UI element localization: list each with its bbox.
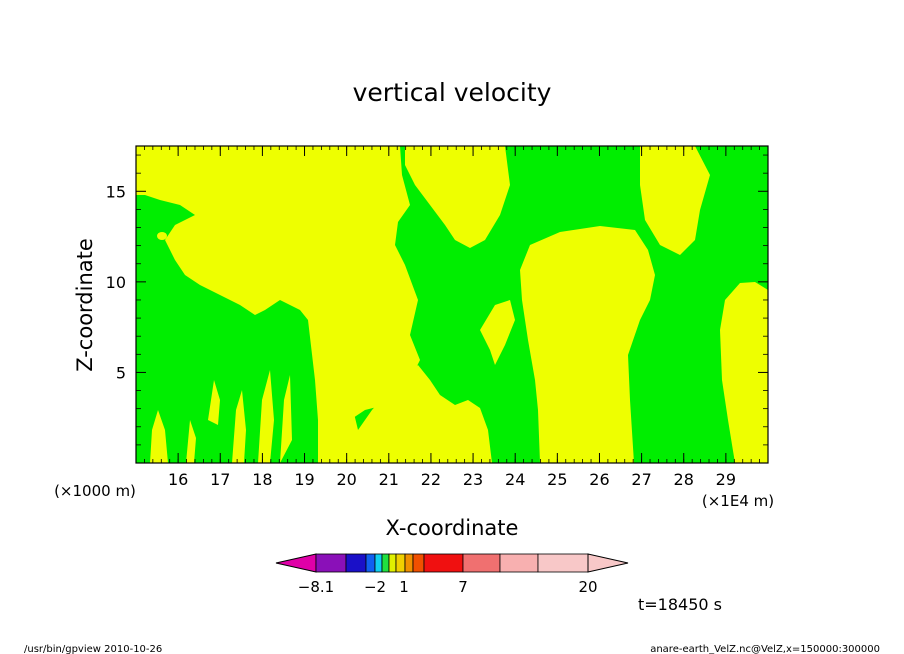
colorbar-segment [345,553,367,573]
colorbar-segment [537,553,589,573]
x-tick-label: 27 [631,470,651,489]
footer-right: anare-earth_VelZ.nc@VelZ,x=150000:300000 [650,644,880,654]
x-axis: 16 17 18 19 20 21 22 23 24 25 26 27 28 29 [144,146,769,489]
colorbar-segment [462,553,501,573]
x-tick-label: 25 [547,470,567,489]
chart-title: vertical velocity [353,78,552,107]
time-label: t=18450 s [638,595,722,614]
x-tick-label: 23 [463,470,483,489]
x-tick-label: 20 [336,470,356,489]
x-tick-label: 16 [168,470,188,489]
x-tick-label: 18 [252,470,272,489]
colorbar-tick-label: 20 [578,578,597,596]
x-tick-label: 19 [294,470,314,489]
plot-frame [135,145,769,464]
y-axis-label: Z-coordinate [73,238,97,372]
x-tick-label: 22 [421,470,441,489]
x-unit-left: (×1000 m) [54,482,136,500]
positive-region-upper-left [136,146,420,463]
x-tick-label: 24 [505,470,525,489]
colorbar-max-arrow [587,553,629,573]
positive-region-center-right [520,226,655,463]
x-tick-label: 21 [379,470,399,489]
colorbar-segment [374,553,383,573]
colorbar-segment [412,553,425,573]
y-tick-label: 15 [106,182,126,201]
colorbar-tick-label: 1 [399,578,409,596]
colorbar-segment [404,553,414,573]
plot-area [136,146,768,463]
colorbar-segment [395,553,406,573]
positive-region-upper-right [640,146,710,255]
colorbar-segment [365,553,376,573]
x-axis-label: X-coordinate [386,516,519,540]
colorbar-segment [499,553,539,573]
x-tick-label: 17 [210,470,230,489]
colorbar-tick-label: 7 [458,578,468,596]
y-axis: 5 10 15 [106,154,768,446]
x-tick-label: 26 [589,470,609,489]
y-tick-label: 5 [116,363,126,382]
colorbar-segment [315,553,347,573]
positive-region-bottom-middle [318,365,492,463]
colorbar: −8.1 −2 1 7 20 [275,553,629,596]
colorbar-tick-label: −8.1 [298,578,334,596]
x-unit-right: (×1E4 m) [702,492,774,510]
positive-region-left-small [157,232,167,240]
x-tick-label: 28 [674,470,694,489]
positive-region-right-small [480,300,515,365]
colorbar-min-arrow [275,553,317,573]
colorbar-segment [381,553,390,573]
x-tick-label: 29 [716,470,736,489]
colorbar-segment [423,553,464,573]
footer-left: /usr/bin/gpview 2010-10-26 [24,644,162,654]
y-tick-label: 10 [106,273,126,292]
positive-region-upper-middle [405,146,510,248]
positive-region-bottom-left-streaks [150,370,292,463]
colorbar-segment [388,553,397,573]
positive-region-right-edge [720,282,768,463]
colorbar-tick-label: −2 [364,578,386,596]
